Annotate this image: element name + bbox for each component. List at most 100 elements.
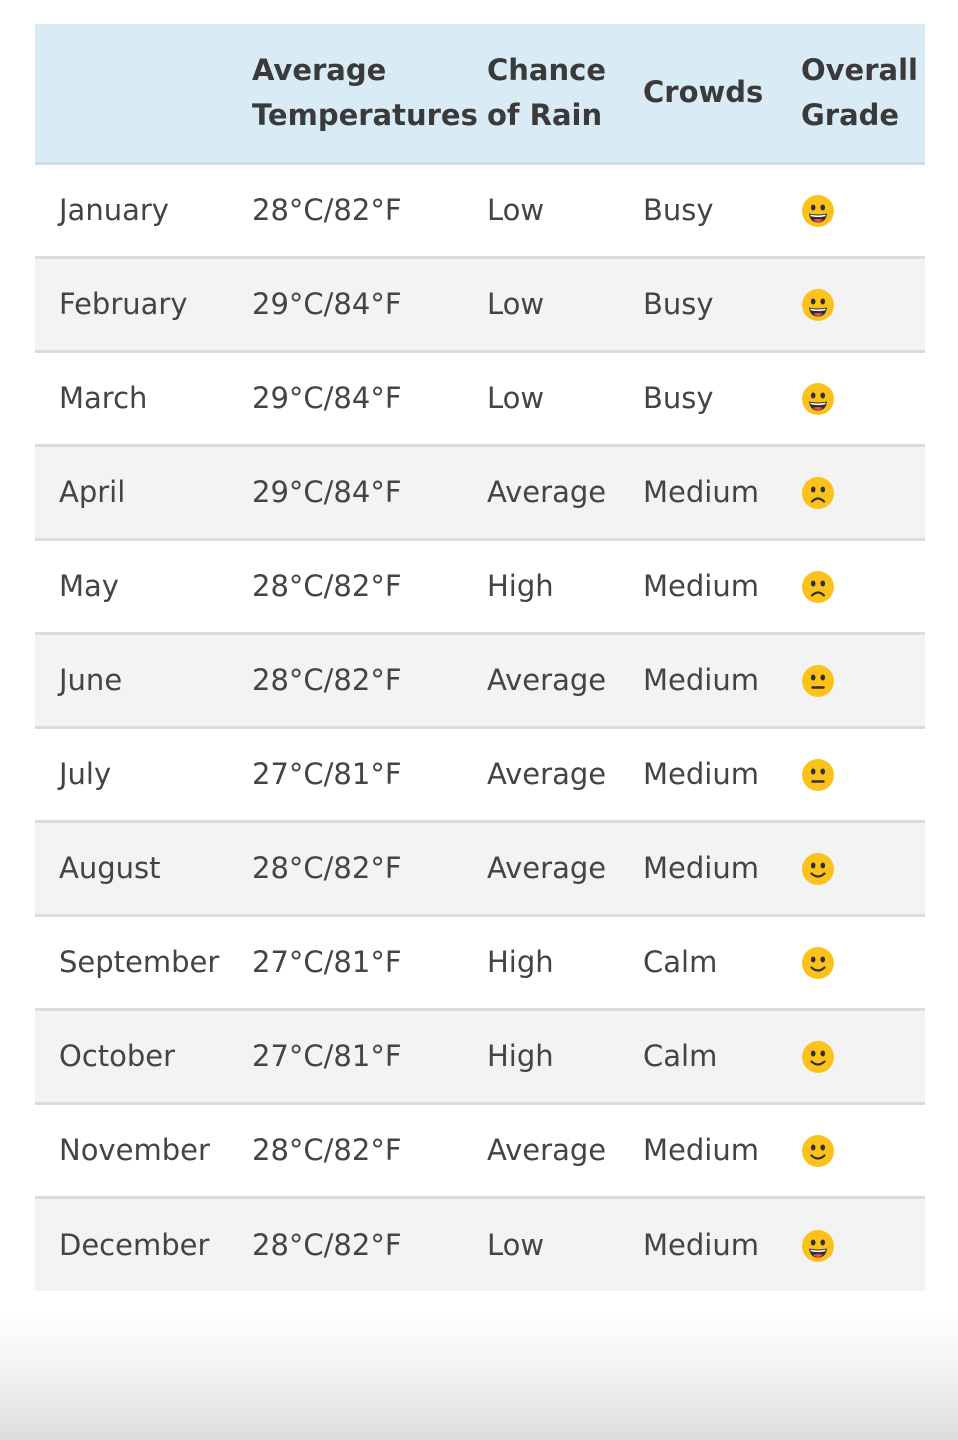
rain-cell: High <box>487 569 554 603</box>
header-rain-line2: of Rain <box>487 97 603 132</box>
slightly-smiling-face-icon <box>801 946 835 980</box>
crowds-cell: Medium <box>643 851 759 885</box>
table-row: March 29°C/84°F Low Busy <box>35 351 925 445</box>
temperature-cell: 28°C/82°F <box>252 1227 402 1262</box>
rain-cell: High <box>487 945 554 979</box>
header-rain-line1: Chance <box>487 52 607 87</box>
monthly-weather-table: Average Temperatures Chance of Rain Crow… <box>35 24 925 1291</box>
grade-cell <box>778 1103 925 1197</box>
table-body: January 28°C/82°F Low Busy February 29°C/84°F… <box>35 163 925 1291</box>
rain-cell: Low <box>487 193 545 227</box>
bottom-fade <box>0 1312 958 1440</box>
header-temperature-line1: Average <box>252 52 387 87</box>
temperature-cell: 28°C/82°F <box>252 569 402 603</box>
month-cell: July <box>59 757 112 791</box>
rain-cell: Low <box>487 287 545 321</box>
table-row: November 28°C/82°F Average Medium <box>35 1103 925 1197</box>
month-cell: January <box>59 193 169 227</box>
rain-cell: Average <box>487 663 607 697</box>
frowning-face-icon <box>801 476 835 510</box>
header-chance-of-rain: Chance of Rain <box>464 24 620 163</box>
table-row: May 28°C/82°F High Medium <box>35 539 925 633</box>
month-cell: March <box>59 381 148 415</box>
rain-cell: Average <box>487 475 607 509</box>
slightly-smiling-face-icon <box>801 852 835 886</box>
month-cell: December <box>59 1227 210 1262</box>
rain-cell: Low <box>487 381 545 415</box>
neutral-face-icon <box>801 758 835 792</box>
temperature-cell: 28°C/82°F <box>252 851 402 885</box>
table-row: December 28°C/82°F Low Medium <box>35 1197 925 1291</box>
crowds-cell: Medium <box>643 1227 759 1262</box>
table-row: January 28°C/82°F Low Busy <box>35 163 925 257</box>
header-overall-grade: Overall Grade <box>778 24 925 163</box>
temperature-cell: 29°C/84°F <box>252 381 402 415</box>
grinning-face-icon <box>801 382 835 416</box>
neutral-face-icon <box>801 664 835 698</box>
grade-cell <box>778 727 925 821</box>
header-average-temperatures: Average Temperatures <box>229 24 478 163</box>
table-row: February 29°C/84°F Low Busy <box>35 257 925 351</box>
rain-cell: Average <box>487 1133 607 1167</box>
month-cell: August <box>59 851 161 885</box>
crowds-cell: Medium <box>643 757 759 791</box>
month-cell: May <box>59 569 119 603</box>
temperature-cell: 27°C/81°F <box>252 757 402 791</box>
header-month <box>35 24 229 163</box>
header-temperature-line2: Temperatures <box>252 97 478 132</box>
crowds-cell: Busy <box>643 193 714 227</box>
grinning-face-icon <box>801 288 835 322</box>
header-grade-line2: Grade <box>801 97 900 132</box>
table-row: October 27°C/81°F High Calm <box>35 1009 925 1103</box>
rain-cell: Average <box>487 757 607 791</box>
temperature-cell: 28°C/82°F <box>252 663 402 697</box>
slightly-smiling-face-icon <box>801 1134 835 1168</box>
crowds-cell: Medium <box>643 1133 759 1167</box>
crowds-cell: Calm <box>643 945 718 979</box>
table-row: September 27°C/81°F High Calm <box>35 915 925 1009</box>
frowning-face-icon <box>801 570 835 604</box>
temperature-cell: 28°C/82°F <box>252 1133 402 1167</box>
grinning-face-icon <box>801 194 835 228</box>
grade-cell <box>778 163 925 257</box>
table-header: Average Temperatures Chance of Rain Crow… <box>35 24 925 163</box>
grade-cell <box>778 445 925 539</box>
grade-cell <box>778 257 925 351</box>
crowds-cell: Medium <box>643 663 759 697</box>
rain-cell: Average <box>487 851 607 885</box>
weather-table-container: Average Temperatures Chance of Rain Crow… <box>35 24 925 1291</box>
temperature-cell: 29°C/84°F <box>252 475 402 509</box>
table-row: April 29°C/84°F Average Medium <box>35 445 925 539</box>
temperature-cell: 29°C/84°F <box>252 287 402 321</box>
temperature-cell: 28°C/82°F <box>252 193 402 227</box>
grade-cell <box>778 633 925 727</box>
grade-cell <box>778 821 925 915</box>
crowds-cell: Busy <box>643 287 714 321</box>
grade-cell <box>778 1009 925 1103</box>
month-cell: November <box>59 1133 210 1167</box>
slightly-smiling-face-icon <box>801 1040 835 1074</box>
grade-cell <box>778 539 925 633</box>
crowds-cell: Calm <box>643 1039 718 1073</box>
month-cell: February <box>59 287 188 321</box>
table-row: August 28°C/82°F Average Medium <box>35 821 925 915</box>
table-row: June 28°C/82°F Average Medium <box>35 633 925 727</box>
crowds-cell: Busy <box>643 381 714 415</box>
header-grade-line1: Overall <box>801 52 918 87</box>
month-cell: September <box>59 945 220 979</box>
table-row: July 27°C/81°F Average Medium <box>35 727 925 821</box>
grade-cell <box>778 1197 925 1291</box>
crowds-cell: Medium <box>643 475 759 509</box>
rain-cell: Low <box>487 1227 545 1262</box>
month-cell: June <box>59 663 123 697</box>
month-cell: April <box>59 475 126 509</box>
grade-cell <box>778 915 925 1009</box>
grade-cell <box>778 351 925 445</box>
temperature-cell: 27°C/81°F <box>252 1039 402 1073</box>
header-crowds: Crowds <box>643 75 764 110</box>
grinning-face-icon <box>801 1229 835 1263</box>
crowds-cell: Medium <box>643 569 759 603</box>
temperature-cell: 27°C/81°F <box>252 945 402 979</box>
header-row: Average Temperatures Chance of Rain Crow… <box>35 24 925 163</box>
rain-cell: High <box>487 1039 554 1073</box>
